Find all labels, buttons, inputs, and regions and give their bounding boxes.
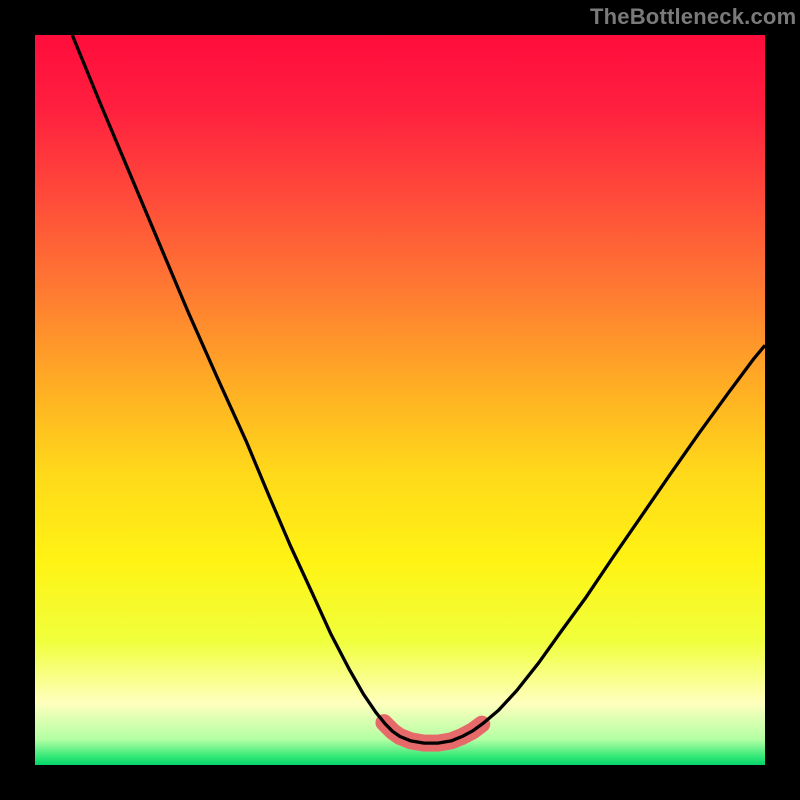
plot-area (35, 35, 765, 765)
chart-svg (35, 35, 765, 765)
gradient-background (35, 35, 765, 765)
watermark-text: TheBottleneck.com (590, 4, 796, 30)
chart-frame: TheBottleneck.com (0, 0, 800, 800)
